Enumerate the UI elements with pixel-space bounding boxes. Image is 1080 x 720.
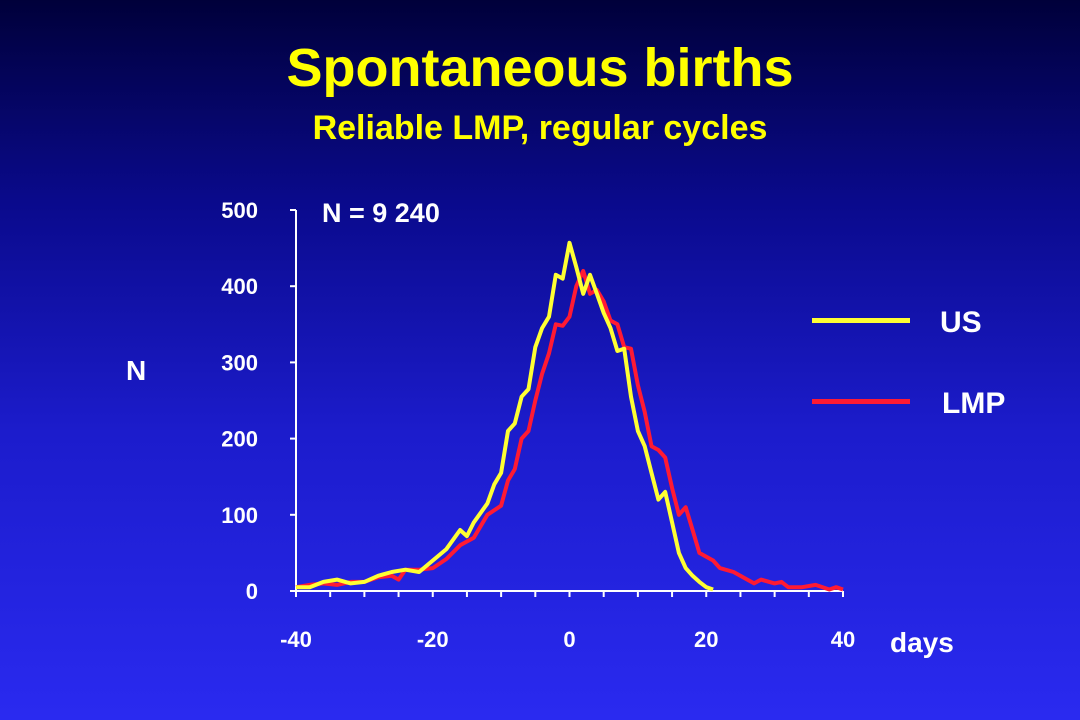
sample-size-annotation: N = 9 240	[322, 198, 440, 228]
y-tick-label: 500	[221, 198, 258, 223]
y-tick-label: 200	[221, 427, 258, 452]
y-tick-label: 0	[246, 579, 258, 604]
chart-title: Spontaneous births	[286, 38, 794, 98]
legend-swatch-us	[812, 318, 910, 323]
series-line-lmp	[295, 269, 844, 592]
series-line-us	[296, 240, 714, 592]
x-tick-label: 40	[831, 627, 855, 652]
y-axis-label: N	[126, 355, 147, 386]
y-tick-label: 300	[221, 350, 258, 375]
legend-swatch-lmp	[812, 399, 910, 404]
x-tick-label: 0	[563, 627, 575, 652]
y-tick-label: 400	[221, 274, 258, 299]
x-tick-label: 20	[694, 627, 718, 652]
x-axis-label: days	[890, 627, 954, 658]
x-tick-label: -40	[280, 627, 312, 652]
chart-subtitle: Reliable LMP, regular cycles	[312, 109, 768, 147]
legend-label-lmp: LMP	[942, 387, 1006, 420]
legend-label-us: US	[940, 306, 982, 339]
x-tick-label: -20	[417, 627, 449, 652]
y-tick-label: 100	[221, 503, 258, 528]
